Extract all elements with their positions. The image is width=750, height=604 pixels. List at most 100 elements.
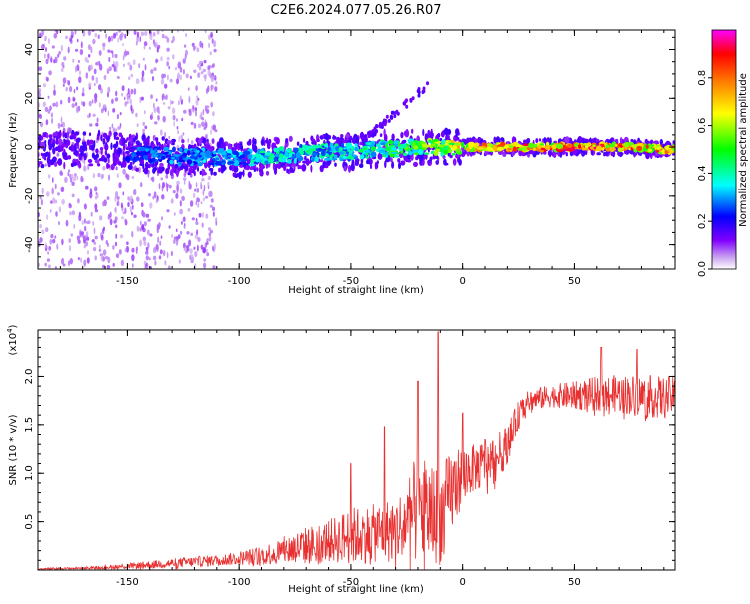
spectrogram-noise-blob <box>99 63 103 71</box>
spectrogram-noise-blob <box>56 30 59 35</box>
spectrogram-noise-blob <box>112 245 115 250</box>
spectrogram-noise-blob <box>195 200 198 206</box>
spectrogram-noise-blob <box>63 56 67 61</box>
spectrogram-noise-blob <box>203 184 206 192</box>
spectrogram-halo-blob <box>221 142 226 148</box>
spectrogram-halo-blob <box>595 138 600 142</box>
spectrogram-noise-blob <box>168 225 171 229</box>
spectrogram-ridge-blob <box>418 142 422 147</box>
spectrogram-ridge-blob <box>581 147 586 151</box>
spectrogram-halo-blob <box>303 137 306 143</box>
spectrogram-ridge-blob <box>556 143 564 150</box>
spectrogram-noise-blob <box>85 72 89 79</box>
spectrogram-halo-blob <box>559 150 563 158</box>
spectrogram-branch-blob <box>381 121 385 126</box>
spectrogram-noise-blob <box>108 56 111 63</box>
spectrogram-noise-blob <box>194 22 197 28</box>
spectrogram-noise-blob <box>179 95 182 102</box>
spectrogram-noise-blob <box>84 241 89 247</box>
spectrogram-noise-blob <box>179 208 183 215</box>
spectrogram-noise-blob <box>109 218 113 226</box>
spectrogram-ridge-blob <box>215 157 220 161</box>
spectrogram-ridge-blob <box>358 148 364 153</box>
spectrogram-noise-blob <box>106 68 110 73</box>
spectrogram-noise-blob <box>126 100 129 105</box>
spectrogram-noise-blob <box>73 89 76 94</box>
spectrogram-noise-blob <box>74 173 77 177</box>
spectrogram-noise-blob <box>78 211 82 218</box>
spectrogram-noise-blob <box>198 60 202 65</box>
spectrogram-noise-blob <box>70 233 74 237</box>
colorbar-tick-label: 0.2 <box>697 213 708 229</box>
spectrogram-noise-blob <box>42 101 46 107</box>
spectrogram-ridge-blob <box>186 150 191 156</box>
spectrogram-noise-blob <box>81 92 85 97</box>
spectrogram-ridge-blob <box>574 143 579 147</box>
spectrogram-noise-blob <box>107 256 111 264</box>
spectrogram-noise-blob <box>58 51 61 55</box>
spectrogram-noise-blob <box>68 260 70 267</box>
spectrogram-ridge-blob <box>619 145 623 148</box>
spectrogram-ridge-blob <box>467 141 475 147</box>
spectrogram-halo-blob <box>633 139 637 145</box>
spectrogram-halo-blob <box>410 153 414 161</box>
spectrogram-noise-blob <box>194 233 199 240</box>
spectrogram-noise-blob <box>201 177 205 182</box>
spectrogram-halo-blob <box>305 158 310 166</box>
spectrogram-noise-blob <box>208 232 212 237</box>
spectrogram-ridge-blob <box>647 148 653 152</box>
spectrogram-noise-blob <box>102 264 105 269</box>
spectrogram-noise-blob <box>171 107 176 115</box>
spectrogram-noise-blob <box>60 116 63 124</box>
spectrogram-noise-blob <box>207 227 212 231</box>
spectrogram-noise-blob <box>153 102 155 109</box>
spectrogram-halo-blob <box>359 141 363 146</box>
spectrogram-ridge-blob <box>452 145 458 151</box>
spectrogram-noise-blob <box>68 169 70 173</box>
spectrogram-noise-blob <box>189 254 192 260</box>
spectrogram-noise-blob <box>47 264 51 269</box>
spectrogram-ridge-blob <box>267 158 274 163</box>
spectrogram-noise-blob <box>132 189 136 195</box>
spectrogram-halo-blob <box>121 137 126 146</box>
spectrogram-noise-blob <box>183 247 187 252</box>
spectrogram-halo-blob <box>218 167 221 173</box>
spectrogram-ridge-blob <box>143 155 148 160</box>
spectrogram-halo-blob <box>106 153 111 159</box>
spectrogram-halo-blob <box>619 151 623 157</box>
spectrogram-halo-blob <box>40 141 45 150</box>
spectrogram-noise-blob <box>45 47 47 52</box>
spectrogram-halo-blob <box>596 152 601 156</box>
spectrogram-ridge-blob <box>140 150 145 157</box>
spectrogram-noise-blob <box>45 30 47 31</box>
spectrogram-noise-blob <box>140 202 144 207</box>
spectrogram-halo-blob <box>184 164 189 172</box>
spectrogram-noise-blob <box>212 265 216 269</box>
spectrogram-noise-blob <box>142 121 145 126</box>
spectrogram-noise-blob <box>200 184 203 190</box>
spectrogram-ridge-blob <box>345 151 350 155</box>
spectrogram-noise-blob <box>164 83 168 89</box>
spectrogram-marks <box>38 22 675 269</box>
spectrogram-noise-blob <box>190 232 194 236</box>
spectrogram-halo-blob <box>50 143 55 148</box>
spectrogram-noise-blob <box>165 174 168 179</box>
spectrogram-noise-blob <box>162 115 166 123</box>
spectrogram-halo-blob <box>81 145 86 150</box>
spectrogram-noise-blob <box>46 191 50 197</box>
spectrogram-noise-blob <box>167 266 171 269</box>
spectrogram-ridge-blob <box>189 155 197 159</box>
spectrogram-noise-blob <box>142 57 145 61</box>
spectrogram-halo-blob <box>115 140 119 147</box>
spectrogram-halo-blob <box>283 164 287 172</box>
spectrogram-halo-blob <box>171 142 175 146</box>
spectrogram-noise-blob <box>102 46 105 51</box>
spectrogram-ridge-blob <box>198 154 202 158</box>
spectrogram-ridge-blob <box>393 140 399 145</box>
spectrogram-halo-blob <box>229 165 233 171</box>
spectrogram-noise-blob <box>103 226 105 231</box>
spectrogram-noise-blob <box>150 69 154 74</box>
spectrogram-noise-blob <box>205 213 209 219</box>
spectrogram-noise-blob <box>80 101 84 106</box>
spectrogram-noise-blob <box>207 175 211 181</box>
